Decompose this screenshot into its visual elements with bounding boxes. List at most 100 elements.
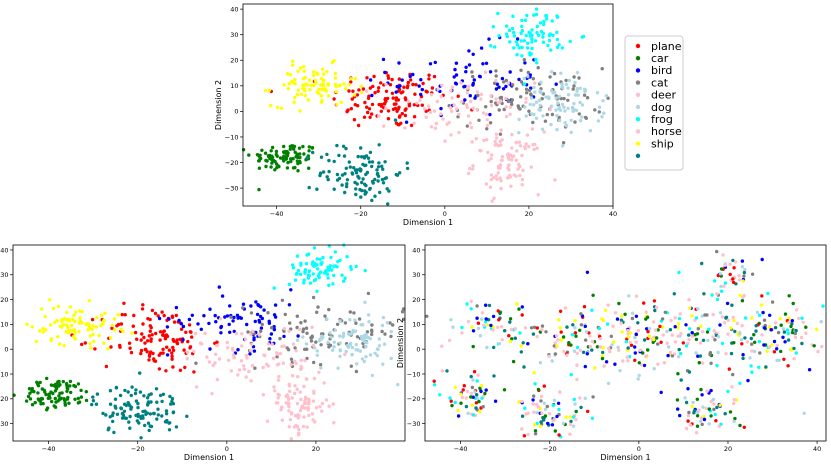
data-point <box>590 308 594 312</box>
data-point <box>262 308 266 312</box>
data-point <box>762 318 767 322</box>
data-point <box>400 111 404 116</box>
data-point <box>368 150 373 155</box>
data-point <box>327 158 331 163</box>
data-point <box>275 351 279 355</box>
data-point <box>396 98 401 102</box>
data-point <box>112 430 116 435</box>
data-point <box>228 330 232 334</box>
data-point <box>182 348 186 352</box>
data-point <box>365 170 370 175</box>
data-point <box>33 400 37 405</box>
legend-marker <box>635 68 641 73</box>
data-point <box>307 145 311 149</box>
data-point <box>308 281 313 285</box>
data-point <box>356 348 360 352</box>
legend-marker <box>635 92 641 98</box>
data-point <box>684 323 688 327</box>
data-point <box>92 339 96 344</box>
data-point <box>476 321 481 325</box>
data-point <box>293 414 298 418</box>
data-point <box>516 167 520 171</box>
data-point <box>188 330 193 334</box>
data-point <box>567 78 572 83</box>
data-point <box>561 141 566 145</box>
data-point <box>741 356 745 361</box>
data-point <box>718 403 722 407</box>
data-point <box>426 104 431 108</box>
data-point <box>301 329 305 334</box>
data-point <box>352 311 356 315</box>
data-point <box>307 149 311 153</box>
data-point <box>466 171 471 176</box>
data-point <box>666 353 670 358</box>
data-point <box>225 340 229 345</box>
data-point <box>326 177 330 182</box>
data-point <box>553 178 557 182</box>
data-point <box>479 317 484 321</box>
data-point <box>154 387 159 391</box>
data-point <box>591 395 595 399</box>
data-point <box>486 150 490 155</box>
data-point <box>502 107 506 112</box>
data-point <box>598 345 602 349</box>
data-point <box>467 49 471 53</box>
data-point <box>36 382 40 386</box>
data-point <box>757 339 762 344</box>
data-point <box>554 334 559 338</box>
data-point <box>332 421 336 425</box>
data-point <box>299 261 303 265</box>
data-point <box>508 174 512 179</box>
y-tick-label: −20 <box>0 395 9 403</box>
data-point <box>517 400 521 404</box>
data-point <box>362 337 366 341</box>
data-point <box>316 267 320 271</box>
data-point <box>520 399 524 404</box>
data-point <box>58 397 63 401</box>
legend-label: ship <box>651 137 674 150</box>
data-point <box>694 337 699 342</box>
data-point <box>186 339 190 344</box>
data-point <box>250 342 254 347</box>
data-point <box>342 154 347 158</box>
data-point <box>715 249 719 254</box>
data-point <box>498 165 502 169</box>
data-point <box>533 432 538 436</box>
data-point <box>642 301 646 305</box>
data-point <box>232 315 236 320</box>
data-point <box>245 322 249 327</box>
data-point <box>474 406 478 410</box>
data-point <box>526 342 530 346</box>
data-point <box>526 41 530 45</box>
data-point <box>580 103 585 107</box>
data-point <box>301 83 305 87</box>
data-point <box>633 345 637 349</box>
legend-label: bird <box>651 64 672 77</box>
data-point <box>120 411 125 416</box>
data-point <box>731 372 735 377</box>
data-point <box>526 70 530 75</box>
data-point <box>494 78 498 83</box>
data-point <box>428 62 433 66</box>
data-point <box>78 316 82 320</box>
data-point <box>500 155 505 159</box>
data-point <box>553 90 557 95</box>
data-point <box>102 341 106 345</box>
data-point <box>591 293 595 297</box>
data-point <box>366 110 370 115</box>
data-point <box>266 311 270 315</box>
data-point <box>293 165 297 170</box>
data-point <box>377 143 381 147</box>
data-point <box>287 282 292 287</box>
y-tick-label: 40 <box>0 246 8 254</box>
data-point <box>326 83 330 87</box>
data-point <box>111 411 115 415</box>
data-point <box>333 328 338 332</box>
data-point <box>258 153 262 157</box>
data-point <box>535 411 539 415</box>
data-point <box>277 393 281 397</box>
data-point <box>476 326 481 331</box>
data-point <box>520 18 524 23</box>
data-point <box>754 329 758 333</box>
data-point <box>138 371 142 375</box>
